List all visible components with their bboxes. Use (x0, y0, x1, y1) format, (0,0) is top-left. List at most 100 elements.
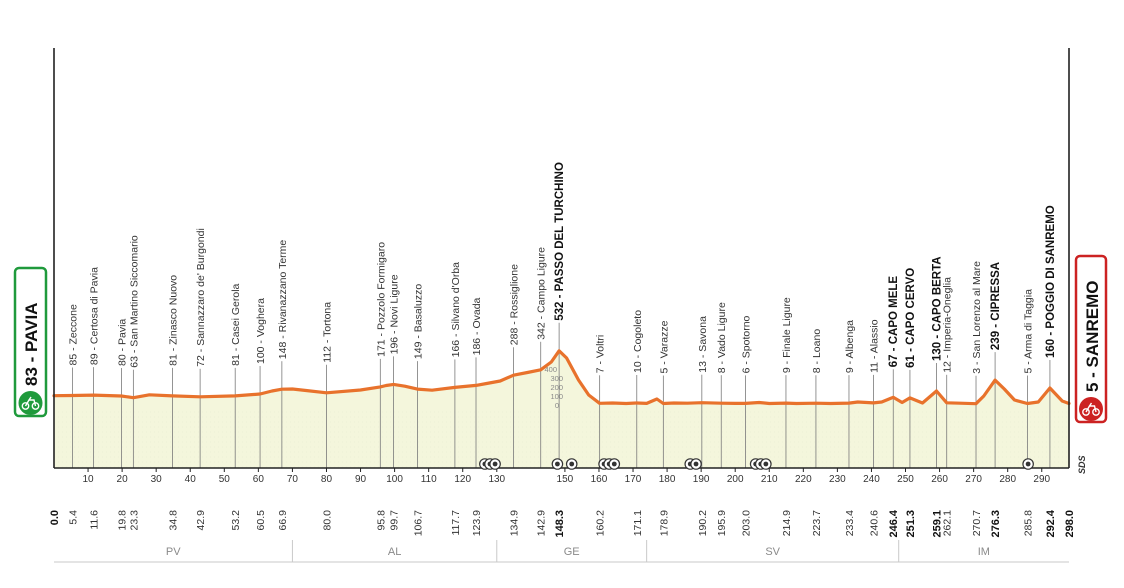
waypoint-km-label: 276.3 (990, 510, 1002, 538)
waypoint-label: 5 - Varazze (658, 320, 670, 373)
waypoint-label: 81 - Zinasco Nuovo (168, 275, 180, 366)
waypoint-km-label: 42.9 (195, 510, 207, 531)
region-label: SV (765, 546, 780, 558)
x-tick-label: 90 (355, 474, 367, 485)
waypoint-label: 80 - Pavia (116, 319, 128, 366)
waypoint-km-label: 214.9 (781, 510, 793, 536)
x-tick-label: 80 (321, 474, 333, 485)
waypoint-label: 89 - Certosa di Pavia (89, 267, 101, 365)
start-label: 83 - PAVIA (22, 303, 41, 386)
x-tick-label: 200 (727, 474, 744, 485)
x-tick-label: 250 (897, 474, 914, 485)
waypoint-km-label: 148.3 (554, 510, 566, 538)
profile-line (52, 349, 1071, 406)
waypoint-km-label: 5.4 (67, 510, 79, 525)
x-tick-label: 290 (1033, 474, 1050, 485)
waypoint-label: 9 - Finale Ligure (781, 297, 793, 373)
waypoint-label: 9 - Albenga (844, 320, 856, 373)
x-tick-label: 240 (863, 474, 880, 485)
waypoint-km-label: 123.9 (471, 510, 483, 536)
altitude-label-400: 400 (544, 365, 557, 374)
altitude-label-300: 300 (550, 374, 563, 383)
x-tick-label: 10 (82, 474, 94, 485)
start-km-label: 0.0 (49, 510, 61, 525)
waypoint-km-label: 117.7 (450, 510, 462, 536)
waypoint-km-label: 53.2 (230, 510, 242, 531)
start-cyclist-icon (18, 391, 43, 415)
waypoint-label: 6 - Spotorno (740, 315, 752, 373)
waypoint-km-label: 34.8 (168, 510, 180, 531)
waypoint-label: 81 - Casei Gerola (230, 283, 242, 365)
finish-km-label: 298.0 (1064, 510, 1076, 538)
waypoint-km-label: 99.7 (389, 510, 401, 531)
waypoint-label: 10 - Cogoleto (632, 310, 644, 373)
x-tick-label: 30 (151, 474, 163, 485)
intermediate-marker-dot-icon (492, 461, 498, 467)
finish-box: 5 - SANREMO (1074, 254, 1108, 424)
x-tick-label: 160 (591, 474, 608, 485)
x-tick-label: 260 (931, 474, 948, 485)
finish-cyclist-icon (1079, 397, 1103, 421)
region-label: IM (978, 546, 990, 558)
waypoint-label: 13 - Savona (697, 316, 709, 373)
finish-cyclist-frame-icon (1085, 402, 1097, 413)
altitude-label-100: 100 (550, 392, 563, 401)
sds-logo: SDS (1077, 455, 1087, 474)
intermediate-marker-dot-icon (569, 461, 575, 467)
waypoint-label: 171 - Pozzolo Formigaro (375, 242, 387, 357)
waypoint-km-label: 171.1 (632, 510, 644, 536)
waypoint-km-label: 60.5 (255, 510, 267, 531)
waypoint-label: 5 - Arma di Taggia (1022, 289, 1034, 374)
waypoint-label: 239 - CIPRESSA (990, 262, 1002, 350)
waypoint-km-label: 142.9 (536, 510, 548, 536)
waypoint-km-label: 203.0 (740, 510, 752, 536)
waypoint-label: 11 - Alassio (868, 319, 880, 373)
x-tick-label: 210 (761, 474, 778, 485)
start-cyclist-wheel-icon (31, 402, 40, 410)
waypoint-km-label: 223.7 (811, 510, 823, 536)
waypoint-label: 532 - PASSO DEL TURCHINO (554, 162, 566, 321)
intermediate-marker-dot-icon (693, 461, 699, 467)
waypoint-km-label: 160.2 (595, 510, 607, 536)
start-cyclist-frame-icon (24, 396, 37, 407)
waypoint-label: 67 - CAPO MELE (888, 276, 900, 368)
waypoint-label: 7 - Voltri (595, 335, 607, 374)
waypoint-label: 61 - CAPO CERVO (905, 268, 917, 368)
waypoint-label: 12 - Imperia-Oneglia (942, 277, 954, 373)
waypoint-label: 72 - Sannazzaro de' Burgondi (195, 228, 207, 367)
x-tick-label: 100 (386, 474, 403, 485)
start-cyclist-wheel-icon (21, 402, 30, 410)
waypoint-label: 8 - Loano (811, 329, 823, 374)
profile-area (54, 350, 1069, 468)
waypoint-km-label: 259.1 (932, 510, 944, 538)
x-tick-label: 270 (965, 474, 982, 485)
profile-area-layer (54, 350, 1069, 468)
waypoint-km-label: 240.6 (868, 510, 880, 536)
profile-line-layer (52, 349, 1071, 406)
waypoint-label: 85 - Zeccone (67, 304, 79, 365)
waypoint-km-label: 270.7 (971, 510, 983, 536)
waypoint-label: 112 - Tortona (321, 302, 333, 363)
x-tick-label: 220 (795, 474, 812, 485)
region-label: AL (388, 546, 401, 558)
waypoint-km-label: 178.9 (658, 510, 670, 536)
x-tick-label: 150 (557, 474, 574, 485)
finish-box-border (1074, 254, 1108, 424)
waypoint-km-label: 106.7 (412, 510, 424, 536)
waypoint-label: 3 - San Lorenzo al Mare (971, 261, 983, 374)
x-tick-label: 180 (659, 474, 676, 485)
waypoint-km-label: 195.9 (716, 510, 728, 536)
finish-cyclist-wheel-icon (1082, 408, 1090, 416)
waypoint-label: 100 - Voghera (255, 298, 267, 364)
x-tick-label: 110 (421, 474, 437, 485)
region-label: PV (166, 546, 181, 558)
x-tick-label: 230 (829, 474, 846, 485)
x-tick-label: 60 (253, 474, 265, 485)
start-box-border (13, 266, 48, 418)
x-tick-label: 190 (693, 474, 710, 485)
x-tick-label: 20 (117, 474, 129, 485)
waypoint-label: 148 - Rivanazzano Terme (277, 240, 289, 360)
waypoint-km-label: 292.4 (1045, 509, 1057, 537)
x-tick-label: 170 (625, 474, 642, 485)
